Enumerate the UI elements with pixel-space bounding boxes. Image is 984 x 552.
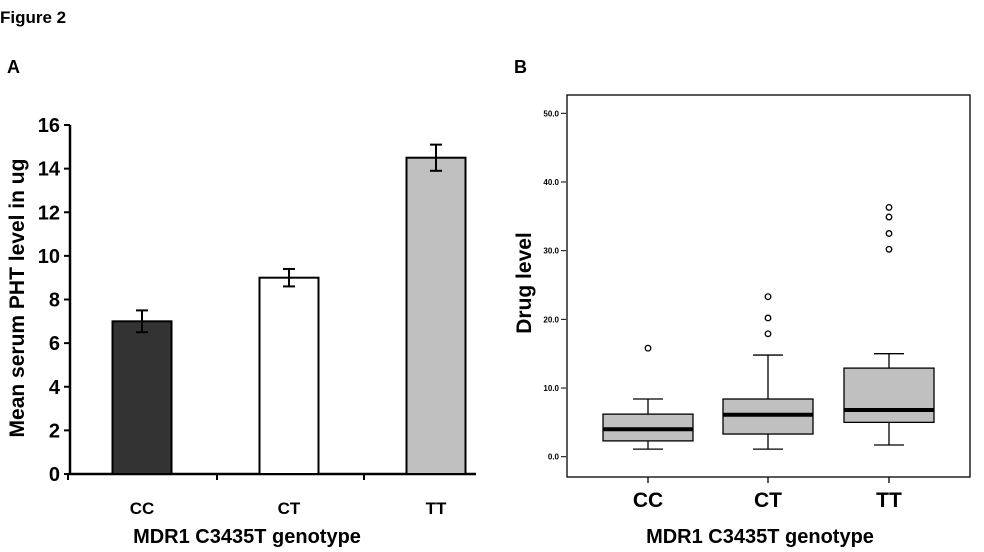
outlier-point [764, 293, 772, 301]
bar-ct [258, 276, 320, 475]
y-tick-label: 10 [38, 246, 60, 268]
outlier-point [644, 344, 652, 352]
x-tick-label: CC [130, 499, 155, 518]
panel-a-y-axis-label: Mean serum PHT level in ug [6, 159, 29, 438]
y-tick-label: 2 [49, 420, 60, 442]
panel-b-y-axis-label: Drug level [513, 232, 536, 334]
box-tt [843, 367, 935, 424]
outlier-point [885, 245, 893, 253]
outlier-point [764, 330, 772, 338]
panel-a-label: A [7, 57, 20, 77]
y-tick-label: 4 [49, 377, 61, 399]
panel-b-x-axis-label: MDR1 C3435T genotype [646, 526, 874, 548]
y-tick-label: 40.0 [543, 178, 559, 187]
y-tick-label: 8 [49, 290, 60, 312]
bar-cc [111, 320, 173, 475]
y-tick-label: 6 [49, 333, 60, 355]
panel-b-box-plot: MDR1 C3435T genotype Drug level 0.0 10.0 2… [513, 94, 971, 548]
x-tick-label: CT [754, 489, 782, 512]
y-tick-label: 0.0 [548, 453, 560, 462]
x-tick-label: TT [426, 499, 447, 518]
panel-a-x-axis-label: MDR1 C3435T genotype [133, 526, 361, 548]
x-tick-label: CT [278, 499, 301, 518]
bar-tt [405, 156, 467, 475]
y-tick-label: 50.0 [543, 109, 559, 118]
y-tick-label: 12 [38, 202, 60, 224]
y-tick-label: 16 [38, 115, 60, 137]
outlier-point [764, 314, 772, 322]
y-tick-label: 20.0 [543, 315, 559, 324]
y-tick-label: 30.0 [543, 247, 559, 256]
outlier-point [885, 213, 893, 221]
y-tick-label: 0 [49, 464, 60, 486]
figure-title: Figure 2 [0, 8, 66, 27]
y-tick-label: 14 [38, 159, 61, 181]
x-tick-label: CC [633, 489, 663, 512]
outlier-point [885, 230, 893, 237]
x-tick-label: TT [876, 489, 902, 512]
y-tick-label: 10.0 [543, 384, 559, 393]
outlier-point [885, 203, 893, 211]
panel-a-bar-chart: MDR1 C3435T genotype Mean serum PHT leve… [6, 115, 476, 548]
panel-b-label: B [514, 57, 527, 77]
